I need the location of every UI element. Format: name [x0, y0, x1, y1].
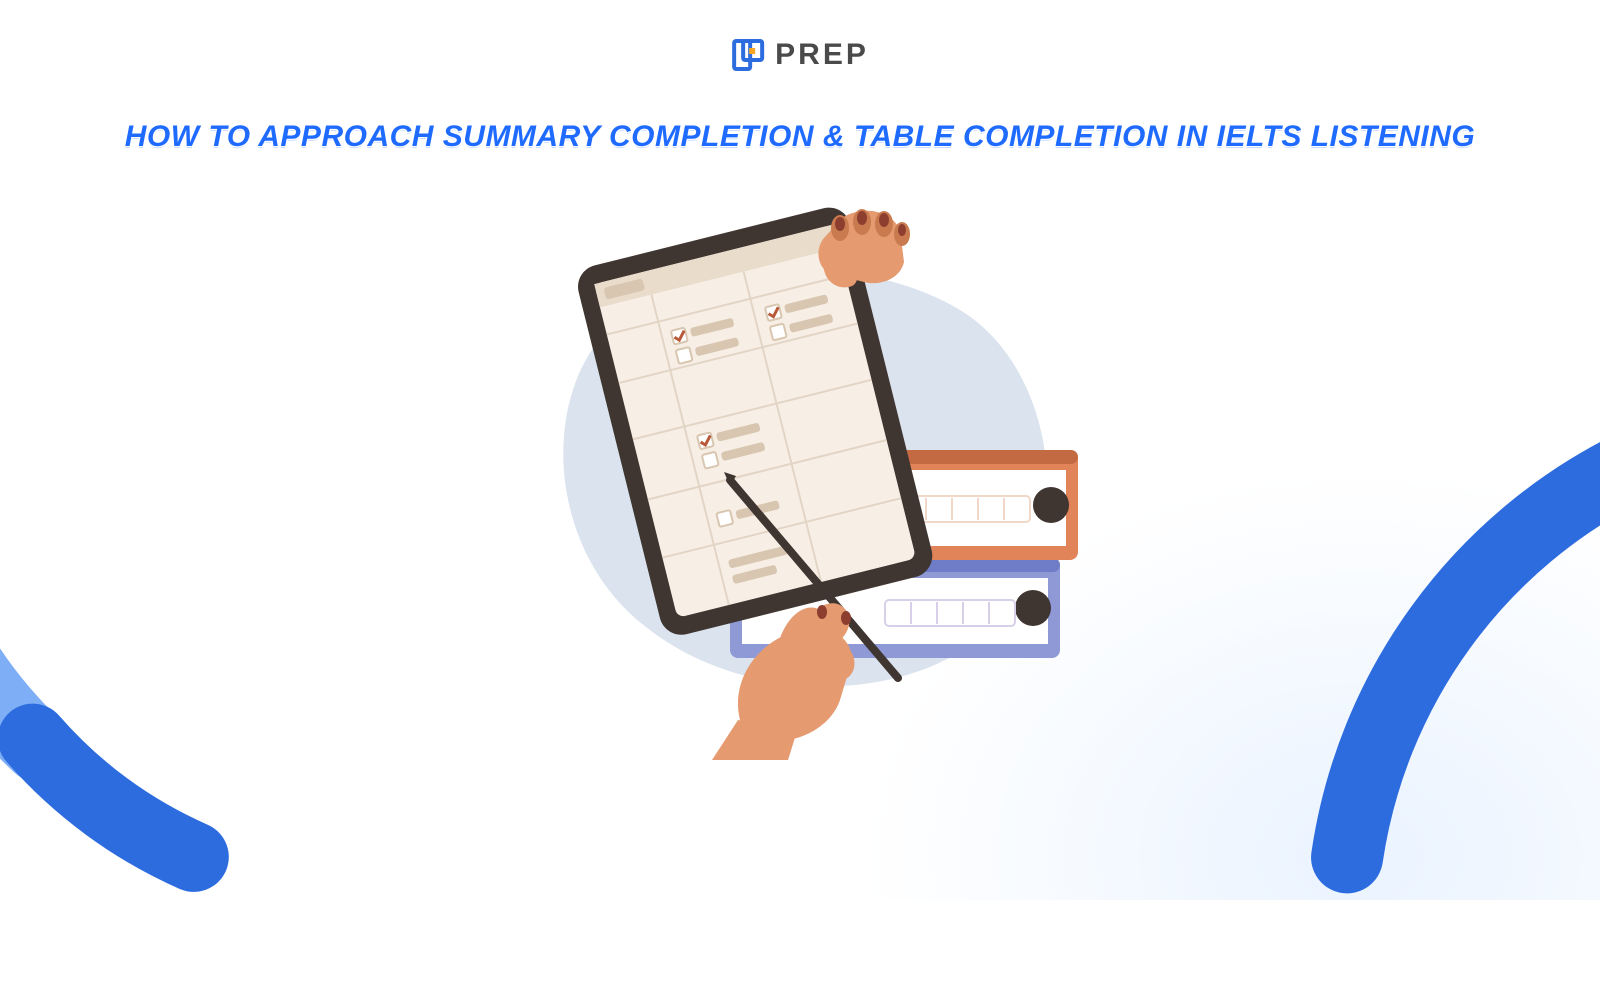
brand-logo-text: PREP: [775, 38, 869, 72]
decorative-arc-right: [1240, 360, 1600, 980]
decorative-arc-left: [0, 330, 300, 950]
brand-logo: PREP: [731, 38, 869, 72]
brand-logo-mark-icon: [731, 38, 765, 72]
page-title: HOW TO APPROACH SUMMARY COMPLETION & TAB…: [40, 120, 1560, 154]
hero-illustration: [480, 200, 1120, 760]
